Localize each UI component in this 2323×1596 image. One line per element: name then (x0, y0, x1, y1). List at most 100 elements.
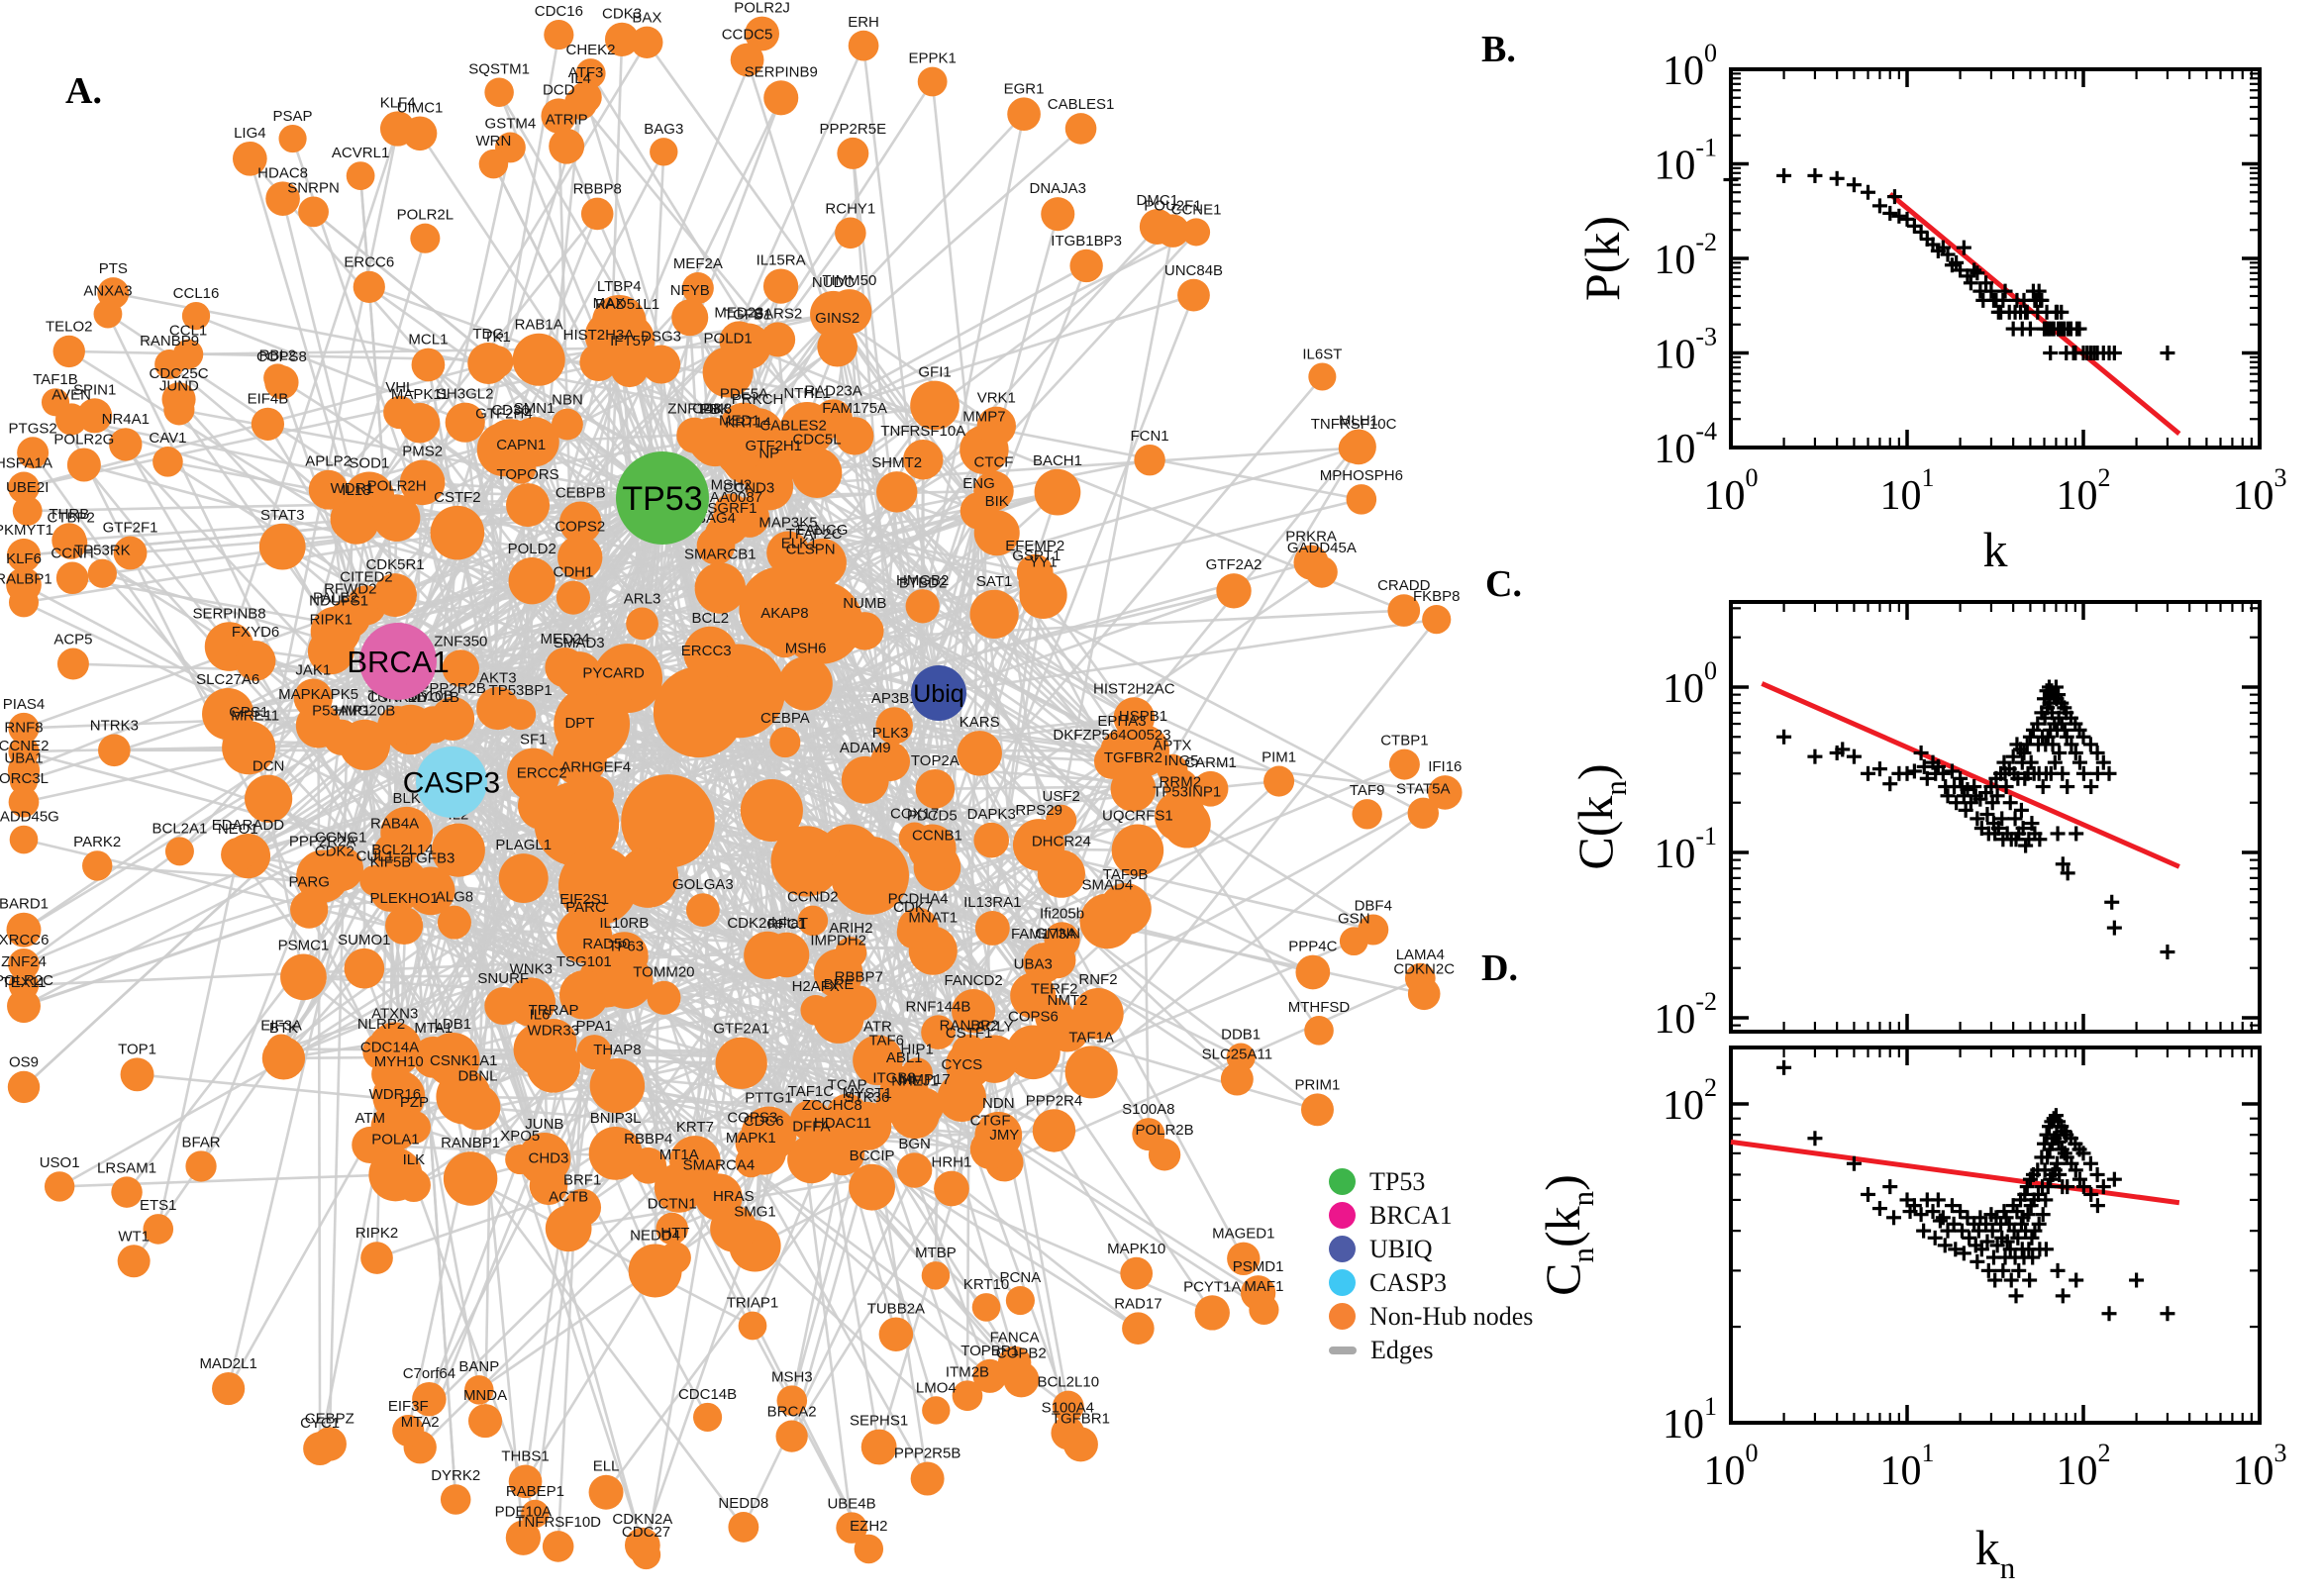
network-edge (858, 749, 1123, 1005)
network-node (412, 1381, 447, 1417)
network-node-label: PYCARD (582, 664, 645, 681)
network-node (1308, 362, 1337, 391)
network-node (445, 402, 485, 443)
network-node-label: TNFRSF10C (1311, 416, 1397, 433)
network-node-label: WDR33 (528, 1022, 580, 1039)
network-edge (477, 1106, 991, 1151)
network-node (1177, 278, 1210, 312)
network-node (971, 1293, 1001, 1322)
network-node-label: WDR1 (331, 480, 374, 497)
network-node (506, 483, 551, 528)
network-node (1064, 1046, 1118, 1099)
y-tick-label: 102 (1663, 1073, 1717, 1129)
x-tick-label: 102 (2056, 1439, 2110, 1494)
network-node-label: ACVRL1 (332, 145, 389, 161)
network-node-label: PPP4C (1288, 939, 1337, 955)
network-node (875, 707, 913, 745)
network-node-label: MNDA (463, 1387, 507, 1404)
network-node (766, 621, 803, 658)
node-swatch-icon (1329, 1168, 1356, 1195)
network-node (715, 1037, 767, 1089)
network-node (563, 915, 608, 959)
network-edge (280, 767, 1173, 1050)
network-node-label: SLC27A6 (196, 671, 259, 688)
network-node-label: BRCA2 (767, 1403, 817, 1420)
network-node (9, 991, 39, 1020)
network-node (820, 1131, 865, 1176)
network-edge (333, 874, 550, 1187)
network-node (973, 470, 1014, 512)
network-edge (427, 364, 526, 879)
network-node-label: TFAP2C (786, 526, 843, 543)
network-node (17, 437, 50, 469)
network-node-label: GTF2F1 (103, 520, 158, 537)
hub-node-casp3 (416, 747, 487, 818)
network-node (245, 774, 293, 823)
network-node-label: IL4 (570, 70, 591, 87)
y-tick-label: 100 (1663, 39, 1717, 94)
network-node (1039, 942, 1076, 979)
network-node-label: WDR16 (369, 1086, 422, 1103)
network-edge (832, 313, 998, 428)
network-node-label: DYRK2 (431, 1467, 480, 1484)
network-node-label: TGFB1 (724, 306, 771, 323)
network-node-label: SOD1 (349, 454, 389, 471)
network-node (631, 26, 663, 58)
network-node (588, 1126, 643, 1180)
network-node-label: TOPBP1 (960, 1343, 1019, 1359)
network-node (443, 1151, 498, 1206)
network-node-label: SMARCA4 (683, 1156, 756, 1173)
network-node (846, 612, 884, 650)
network-node (952, 989, 996, 1034)
network-node-label: MT1A (659, 1147, 699, 1163)
network-node (610, 349, 649, 388)
network-node (406, 866, 455, 916)
x-axis-label: k (1983, 522, 2008, 577)
network-node (56, 648, 89, 680)
network-node-label: HDAC11 (814, 1115, 871, 1132)
network-node (508, 557, 556, 605)
network-node (411, 348, 446, 382)
network-node-label: PSAP (273, 108, 313, 125)
network-node (626, 607, 658, 641)
network-node-label: DCN (252, 758, 285, 775)
network-node-label: RANBP9 (140, 333, 199, 349)
network-node-label: CITED2 (340, 568, 392, 585)
network-node-label: BRE (824, 976, 855, 993)
network-node-label: PDE5A (720, 386, 768, 403)
network-node (212, 1372, 246, 1406)
network-node (82, 850, 113, 881)
network-node-label: TELO2 (46, 319, 93, 336)
network-node (385, 906, 424, 946)
network-node (710, 1205, 758, 1252)
network-node (6, 912, 42, 948)
network-node (576, 1035, 612, 1070)
panel-label-d: D. (1481, 948, 1518, 989)
network-edge (396, 335, 610, 662)
network-node (399, 459, 446, 506)
network-node (1339, 927, 1368, 956)
network-node (654, 1163, 704, 1213)
network-node-label: UBE2I (6, 479, 49, 496)
network-node (518, 1132, 571, 1185)
network-node-label: UBE4B (827, 1495, 875, 1512)
network-node-label: CCNH (50, 546, 93, 562)
network-node-label: SF1 (520, 732, 548, 748)
network-node-label: MEF2A (673, 255, 723, 272)
network-node-label: GTF2H1 (746, 438, 803, 454)
network-node-label: MMP17 (899, 1071, 951, 1088)
network-node-label: SMARCB1 (684, 546, 757, 562)
network-node-label: POU2F1 (1144, 197, 1201, 214)
network-node-label: POLR2L (397, 207, 454, 224)
network-node (976, 406, 1017, 446)
network-node (430, 505, 485, 560)
network-node (910, 1461, 945, 1496)
network-node-label: JMY (989, 1127, 1019, 1144)
network-node-label: KARS (960, 714, 1000, 731)
network-node-label: COPS6 (1008, 1008, 1059, 1025)
network-node-label: USF2 (1042, 788, 1079, 805)
network-node-label: BCL2 (692, 610, 730, 627)
network-node-label: PCDHA4 (888, 891, 949, 908)
network-node-label: SERPINB9 (745, 63, 818, 80)
